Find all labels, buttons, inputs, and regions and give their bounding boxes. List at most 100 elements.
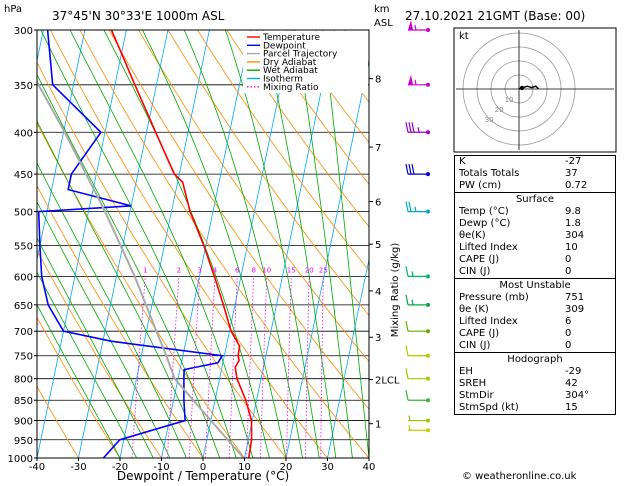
wet-adiabat-line: [294, 30, 353, 458]
isotherm-line: [37, 30, 86, 262]
stat-value: 304°: [565, 390, 590, 401]
pressure-tick-label: 550: [14, 241, 33, 252]
surface-title: Surface: [515, 194, 555, 205]
dry-adiabat-line: [108, 30, 369, 410]
temperature-tick-label: 40: [363, 462, 376, 473]
isotherm-line: [119, 30, 210, 458]
hodograph-ring-label: 20: [495, 106, 504, 114]
wind-barb: [405, 201, 430, 214]
temperature-tick-label: -30: [70, 462, 86, 473]
stat-label: CAPE (J): [459, 328, 500, 339]
temperature-tick-label: 10: [238, 462, 251, 473]
hodograph-unit-label: kt: [459, 31, 469, 42]
mixing-ratio-line: [305, 276, 310, 458]
stat-row: Pressure (mb) 751: [455, 292, 615, 304]
wind-barb: [408, 74, 430, 87]
pressure-tick-label: 300: [14, 26, 33, 37]
legend-label: Dry Adiabat: [263, 58, 317, 68]
isotherm-line: [244, 30, 335, 458]
legend-label: Wet Adiabat: [263, 66, 318, 76]
stat-label: Totals Totals: [459, 168, 520, 179]
stat-label: θe (K): [459, 304, 489, 315]
wind-barb-flag: [408, 122, 412, 133]
mixing-ratio-line: [167, 276, 180, 458]
legend-label: Dewpoint: [263, 41, 306, 51]
copyright-notice: © weatheronline.co.uk: [462, 471, 577, 482]
most-unstable-title: Most Unstable: [499, 280, 571, 291]
dry-adiabat-line: [37, 185, 204, 458]
stat-label: K: [459, 156, 466, 167]
temperature-tick-label: -40: [29, 462, 45, 473]
wind-barb-half-flag: [414, 206, 417, 212]
wind-barb-flag: [411, 164, 415, 175]
dry-adiabat-line: [79, 30, 369, 458]
wind-barb-flag: [405, 294, 409, 305]
stat-value: 0: [565, 266, 572, 277]
dry-adiabat-line: [167, 30, 369, 317]
dry-adiabat-line: [37, 249, 162, 458]
surface-box: Surface Temp (°C) 9.8 Dewp (°C) 1.8 θe(K) 304…: [454, 193, 616, 279]
km-tick-label: 6: [375, 197, 381, 208]
stat-label: CIN (J): [459, 340, 491, 351]
mixing-ratio-line: [131, 276, 146, 458]
mixing-ratio-line: [228, 276, 238, 458]
dewpoint-profile: [37, 30, 224, 458]
km-tick-label: 7: [375, 143, 381, 154]
wind-barb-flag: [405, 164, 409, 175]
wet-adiabat-line: [37, 237, 154, 458]
stat-row: CIN (J) 0: [455, 340, 615, 352]
dry-adiabat-line: [138, 30, 369, 363]
stat-value: 0: [565, 254, 572, 265]
km-axis: 8 7 6 5 4 3 2LCL 1: [369, 75, 400, 431]
stat-value: 6: [565, 316, 572, 327]
wind-barb-flag: [405, 266, 409, 277]
indices-box: K -27 Totals Totals 37 PW (cm) 0.72: [454, 155, 616, 193]
stat-value: 309: [565, 304, 585, 315]
stat-value: 751: [565, 292, 585, 303]
pressure-tick-label: 650: [14, 301, 33, 312]
km-tick-label: 5: [375, 240, 381, 251]
wind-barb-flag: [411, 122, 415, 133]
wind-barb-flag: [405, 201, 409, 212]
wind-barb: [405, 345, 430, 358]
wet-adiabat-line: [40, 30, 237, 458]
wind-barb-dot: [426, 274, 430, 279]
dry-adiabat-line: [285, 30, 369, 144]
legend-label: Parcel Trajectory: [263, 50, 338, 60]
wet-adiabat-line: [322, 30, 369, 458]
dry-adiabat-line: [37, 61, 287, 458]
wind-barb-half-flag: [414, 79, 417, 85]
isotherm-line: [161, 30, 252, 458]
stat-value: -27: [565, 156, 582, 167]
pressure-tick-label: 450: [14, 170, 33, 181]
km-tick-label: 3: [375, 333, 381, 344]
temperature-profile: [110, 30, 253, 458]
stat-label: CAPE (J): [459, 254, 500, 265]
wind-barb-pennant: [408, 20, 413, 30]
wet-adiabat-line: [37, 271, 137, 458]
wet-adiabat-line: [142, 30, 287, 458]
stat-value: 0.72: [565, 180, 588, 191]
legend-label: Mixing Ratio: [263, 83, 319, 93]
wind-barb: [408, 425, 430, 433]
stat-row: θe (K) 309: [455, 304, 615, 316]
wind-barb-dot: [426, 353, 430, 358]
stat-row: Lifted Index 6: [455, 316, 615, 328]
stat-value: 0: [565, 328, 572, 339]
pressure-tick-label: 400: [14, 128, 33, 139]
stat-row: θe(K) 304: [455, 230, 615, 242]
stat-row: Temp (°C) 9.8: [455, 206, 615, 218]
isotherm-line: [327, 257, 369, 458]
pressure-tick-label: 900: [14, 417, 33, 428]
stat-value: 0: [565, 340, 572, 351]
stat-label: SREH: [459, 378, 487, 389]
datetime-title: 27.10.2021 21GMT (Base: 00): [405, 9, 585, 23]
wet-adiabat-line: [262, 30, 337, 458]
stat-row: CIN (J) 0: [455, 266, 615, 278]
pressure-axis: 300 350 400 450 500 550 600 650 700 750 800 850 900 9…: [8, 26, 37, 465]
pressure-tick-label: 1000: [8, 454, 33, 465]
wind-barb-dot: [426, 428, 430, 433]
wet-adiabat-line: [69, 30, 254, 458]
